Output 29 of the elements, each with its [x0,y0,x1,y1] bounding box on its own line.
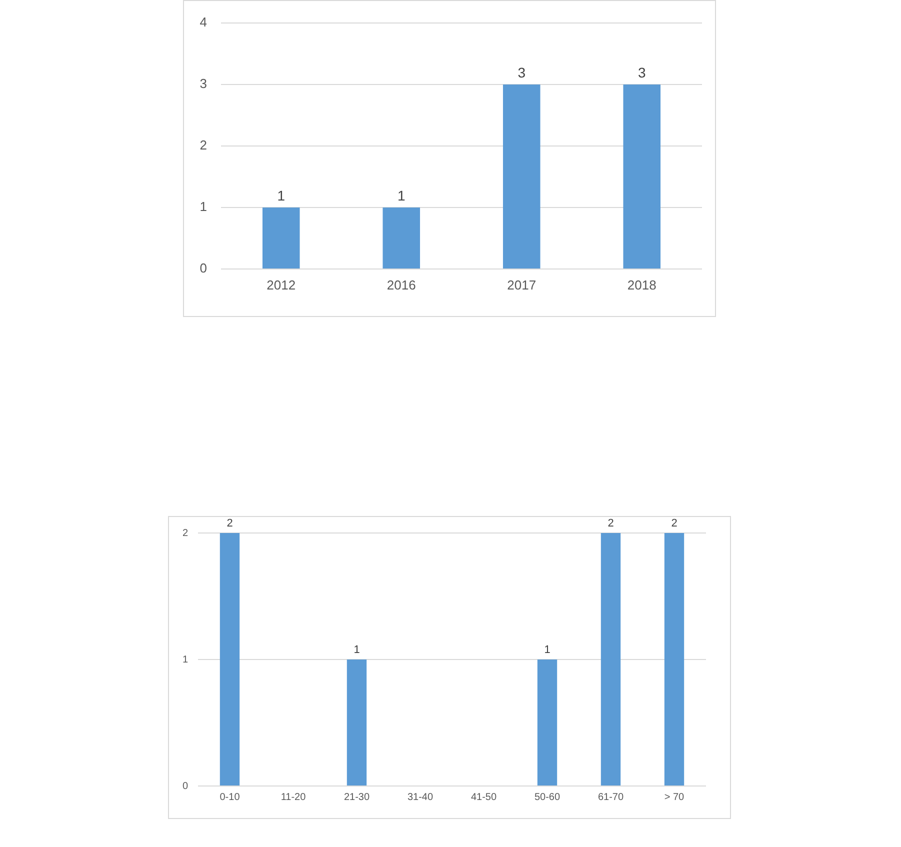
y-tick-label: 2 [200,138,207,153]
y-tick-label: 2 [182,528,188,539]
x-tick-label: 61-70 [598,792,624,803]
x-tick-label: 2016 [386,277,416,292]
x-tick-label: 50-60 [534,792,560,803]
x-tick-label: 21-30 [344,792,370,803]
x-tick-label: 41-50 [470,792,497,803]
data-label: 3 [518,64,526,80]
data-label: 2 [671,518,678,530]
y-tick-label: 0 [200,260,207,276]
data-label: 1 [544,644,550,656]
y-tick-label: 1 [182,654,188,666]
x-tick-label: 31-40 [407,792,434,803]
x-tick-label: 2017 [507,277,536,292]
x-tick-label: 11-20 [280,792,306,803]
data-label: 2 [226,518,233,530]
y-tick-label: 1 [200,199,207,214]
x-tick-label: 0-10 [220,792,240,803]
y-tick-label: 0 [182,780,188,792]
data-label: 1 [354,644,360,656]
data-label: 3 [638,64,646,80]
y-tick-label: 3 [200,76,207,92]
x-tick-label: > 70 [664,792,685,803]
data-label: 2 [608,518,614,530]
x-tick-label: 2018 [627,277,656,292]
y-tick-label: 4 [200,14,207,30]
data-label: 1 [397,187,406,204]
data-label: 1 [277,187,286,204]
x-tick-label: 2012 [266,277,296,292]
